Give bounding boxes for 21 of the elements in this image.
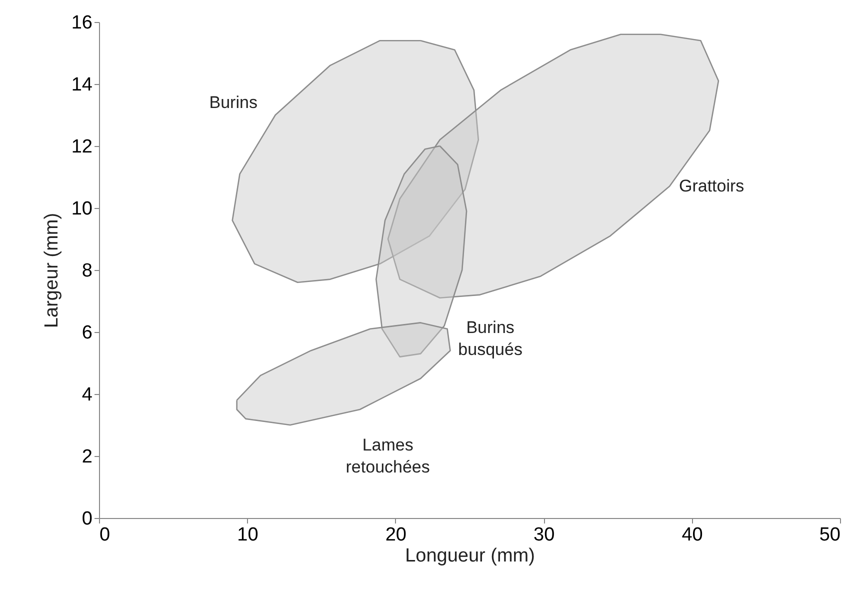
series-label: Grattoirs xyxy=(678,176,744,196)
x-tick-label: 10 xyxy=(237,524,258,546)
y-tick-label: 6 xyxy=(82,322,92,344)
x-tick-label: 50 xyxy=(819,524,840,546)
y-axis-title: Largeur (mm) xyxy=(41,212,62,328)
y-tick-label: 2 xyxy=(82,446,92,468)
x-tick-label: 40 xyxy=(682,524,703,546)
series-label: Burins busqués xyxy=(458,318,522,359)
y-tick-label: 16 xyxy=(71,12,92,34)
x-tick-label: 0 xyxy=(100,524,110,546)
x-tick-label: 20 xyxy=(385,524,406,546)
y-tick-label: 12 xyxy=(71,136,92,158)
y-tick-label: 4 xyxy=(82,384,93,406)
x-axis-title: Longueur (mm) xyxy=(405,546,535,566)
x-tick-label: 30 xyxy=(534,524,555,546)
series-label: Lames retouchées xyxy=(346,436,430,476)
y-tick-label: 8 xyxy=(82,260,92,282)
y-tick-label: 0 xyxy=(82,508,92,530)
series-label: Burins xyxy=(209,93,258,112)
y-tick-label: 10 xyxy=(71,198,92,220)
y-tick-label: 14 xyxy=(71,74,93,96)
